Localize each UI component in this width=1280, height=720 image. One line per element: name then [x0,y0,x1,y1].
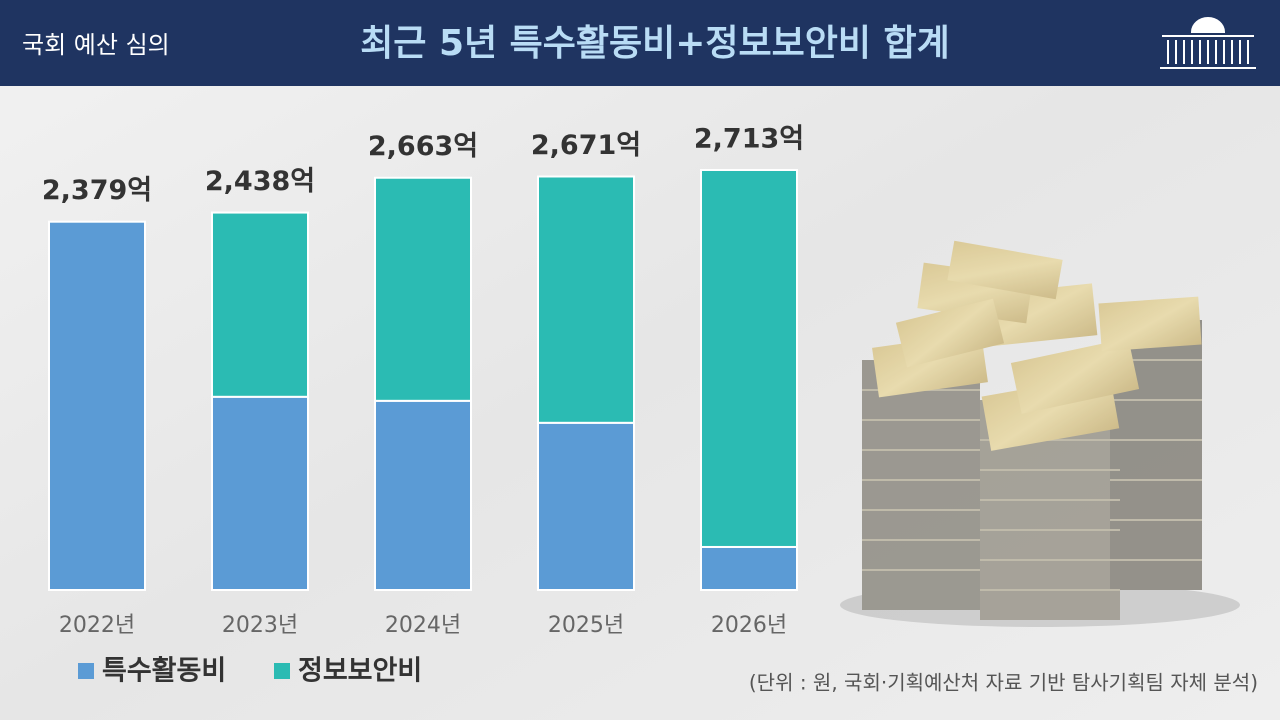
x-tick-label: 2025년 [548,613,624,638]
legend-label: 정보보안비 [298,656,422,687]
x-tick-label: 2024년 [385,613,461,638]
chart-title: 최근 5년 특수활동비+정보보안비 합계 [360,23,950,64]
bar-segment [537,175,635,424]
total-label: 2,379억 [42,175,152,206]
legend-swatch [274,663,290,679]
legend-swatch [78,663,94,679]
total-label: 2,438억 [205,166,315,197]
money-illustration [840,240,1240,627]
bar-segment [537,421,635,592]
bar-segment [211,395,309,591]
header-bar [0,0,1280,86]
bar-segment [374,176,472,402]
total-label: 2,663억 [368,131,478,162]
total-label: 2,671억 [531,130,641,161]
bar-segment [211,211,309,398]
x-tick-label: 2023년 [222,613,298,638]
total-label: 2,713억 [694,124,804,155]
bar-segment [48,220,146,591]
source-note: (단위 : 원, 국회·기획예산처 자료 기반 탐사기획팀 자체 분석) [749,671,1258,695]
bar-segment [374,399,472,591]
legend-label: 특수활동비 [102,656,226,687]
bar-segment [700,545,798,591]
x-tick-label: 2026년 [711,613,787,638]
header-section: 국회 예산 심의 [22,31,170,59]
bar-segment [700,169,798,548]
logo [1160,17,1256,69]
x-tick-label: 2022년 [59,613,135,638]
